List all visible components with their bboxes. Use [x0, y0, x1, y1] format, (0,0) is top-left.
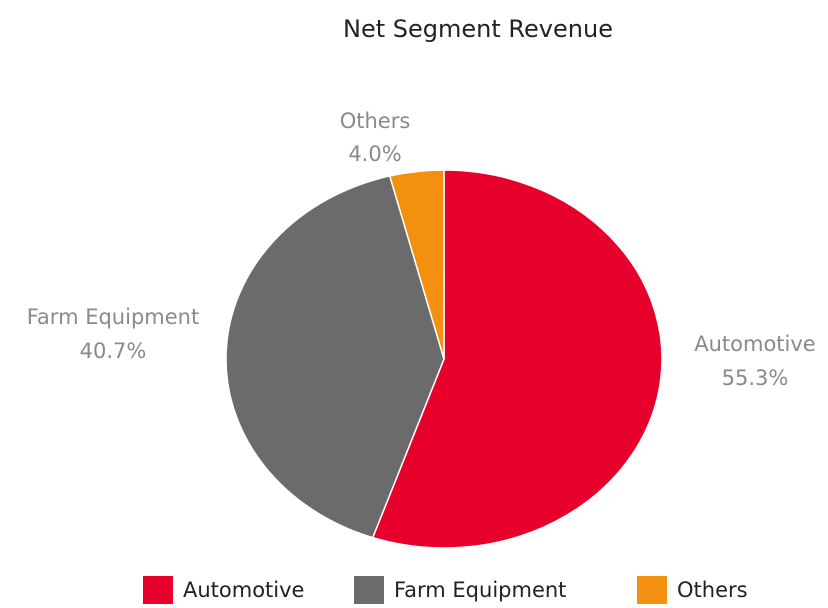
- legend-swatch: [143, 576, 173, 604]
- slice-label: Automotive: [694, 332, 815, 356]
- chart-title: Net Segment Revenue: [343, 15, 613, 43]
- slice-label: Farm Equipment: [27, 305, 199, 329]
- legend-swatch: [354, 576, 384, 604]
- legend-label: Farm Equipment: [394, 578, 566, 602]
- slice-value: 4.0%: [348, 142, 401, 166]
- slice-value: 55.3%: [722, 366, 789, 390]
- pie-slice: [371, 169, 663, 549]
- slice-value: 40.7%: [80, 339, 147, 363]
- legend-label: Automotive: [183, 578, 304, 602]
- legend-label: Others: [677, 578, 748, 602]
- slice-label: Others: [340, 109, 411, 133]
- pie-slice: [388, 169, 445, 360]
- legend-swatch: [637, 576, 667, 604]
- pie-slice: [225, 175, 445, 539]
